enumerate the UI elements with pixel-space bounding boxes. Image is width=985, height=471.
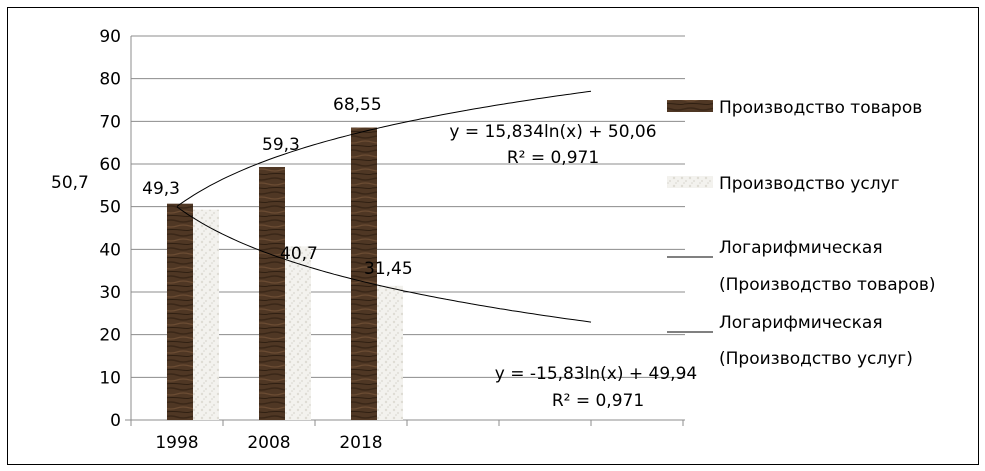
bar-goods xyxy=(167,203,193,420)
y-tick-label: 0 xyxy=(110,411,121,431)
bar-services xyxy=(193,209,219,420)
bar-services xyxy=(285,246,311,420)
trend-equation-services: y = -15,83ln(x) + 49,94 xyxy=(495,364,697,384)
y-tick-label: 60 xyxy=(99,155,121,175)
y-tick-label: 90 xyxy=(99,27,121,47)
data-label-services: 49,3 xyxy=(142,179,180,199)
y-tick-label: 20 xyxy=(99,326,121,346)
x-tick-label: 1998 xyxy=(155,433,198,453)
labels-layer: 50,7 49,3 59,3 40,7 68,55 31,45 y = 15,834ln(x… xyxy=(51,95,697,411)
y-tick-label: 50 xyxy=(99,198,121,218)
data-label-services: 31,45 xyxy=(364,259,413,279)
y-tick-label: 70 xyxy=(99,112,121,132)
x-tick-label: 2008 xyxy=(247,433,290,453)
legend-swatch-services xyxy=(667,176,713,188)
legend-label-goods: Производство товаров xyxy=(719,98,922,118)
y-tick-label: 40 xyxy=(99,240,121,260)
bars-layer xyxy=(167,127,403,421)
grid-layer: 0 10 20 30 40 50 60 70 80 90 1998 2008 2018 xyxy=(99,27,685,453)
data-label-goods: 59,3 xyxy=(262,135,300,155)
trend-equation-goods: y = 15,834ln(x) + 50,06 xyxy=(449,122,656,142)
bar-goods xyxy=(259,166,285,420)
legend-trend-goods-2: (Производство товаров) xyxy=(719,275,936,295)
legend-layer: Производство товаров Производство услуг Ло… xyxy=(667,98,936,369)
y-tick-label: 10 xyxy=(99,368,121,388)
chart-frame: 0 10 20 30 40 50 60 70 80 90 1998 2008 2018 50,7 49,3… xyxy=(7,7,979,465)
data-label-goods: 50,7 xyxy=(51,173,89,193)
bar-goods xyxy=(351,127,377,421)
trendline-goods xyxy=(176,90,592,207)
bar-services xyxy=(377,285,403,420)
data-label-services: 40,7 xyxy=(280,244,318,264)
data-label-goods: 68,55 xyxy=(333,95,382,115)
legend-trend-services-1: Логарифмическая xyxy=(719,313,883,333)
legend-trend-goods-1: Логарифмическая xyxy=(719,238,883,258)
trend-r2-services: R² = 0,971 xyxy=(552,391,644,411)
trendline-services xyxy=(176,206,592,323)
y-tick-label: 80 xyxy=(99,70,121,90)
trend-layer xyxy=(176,90,592,323)
y-tick-label: 30 xyxy=(99,283,121,303)
trend-r2-goods: R² = 0,971 xyxy=(507,148,599,168)
x-tick-label: 2018 xyxy=(339,433,382,453)
legend-swatch-goods xyxy=(667,100,713,112)
legend-trend-services-2: (Производство услуг) xyxy=(719,349,913,369)
legend-label-services: Производство услуг xyxy=(719,174,900,194)
chart-svg: 0 10 20 30 40 50 60 70 80 90 1998 2008 2018 50,7 49,3… xyxy=(51,27,936,453)
